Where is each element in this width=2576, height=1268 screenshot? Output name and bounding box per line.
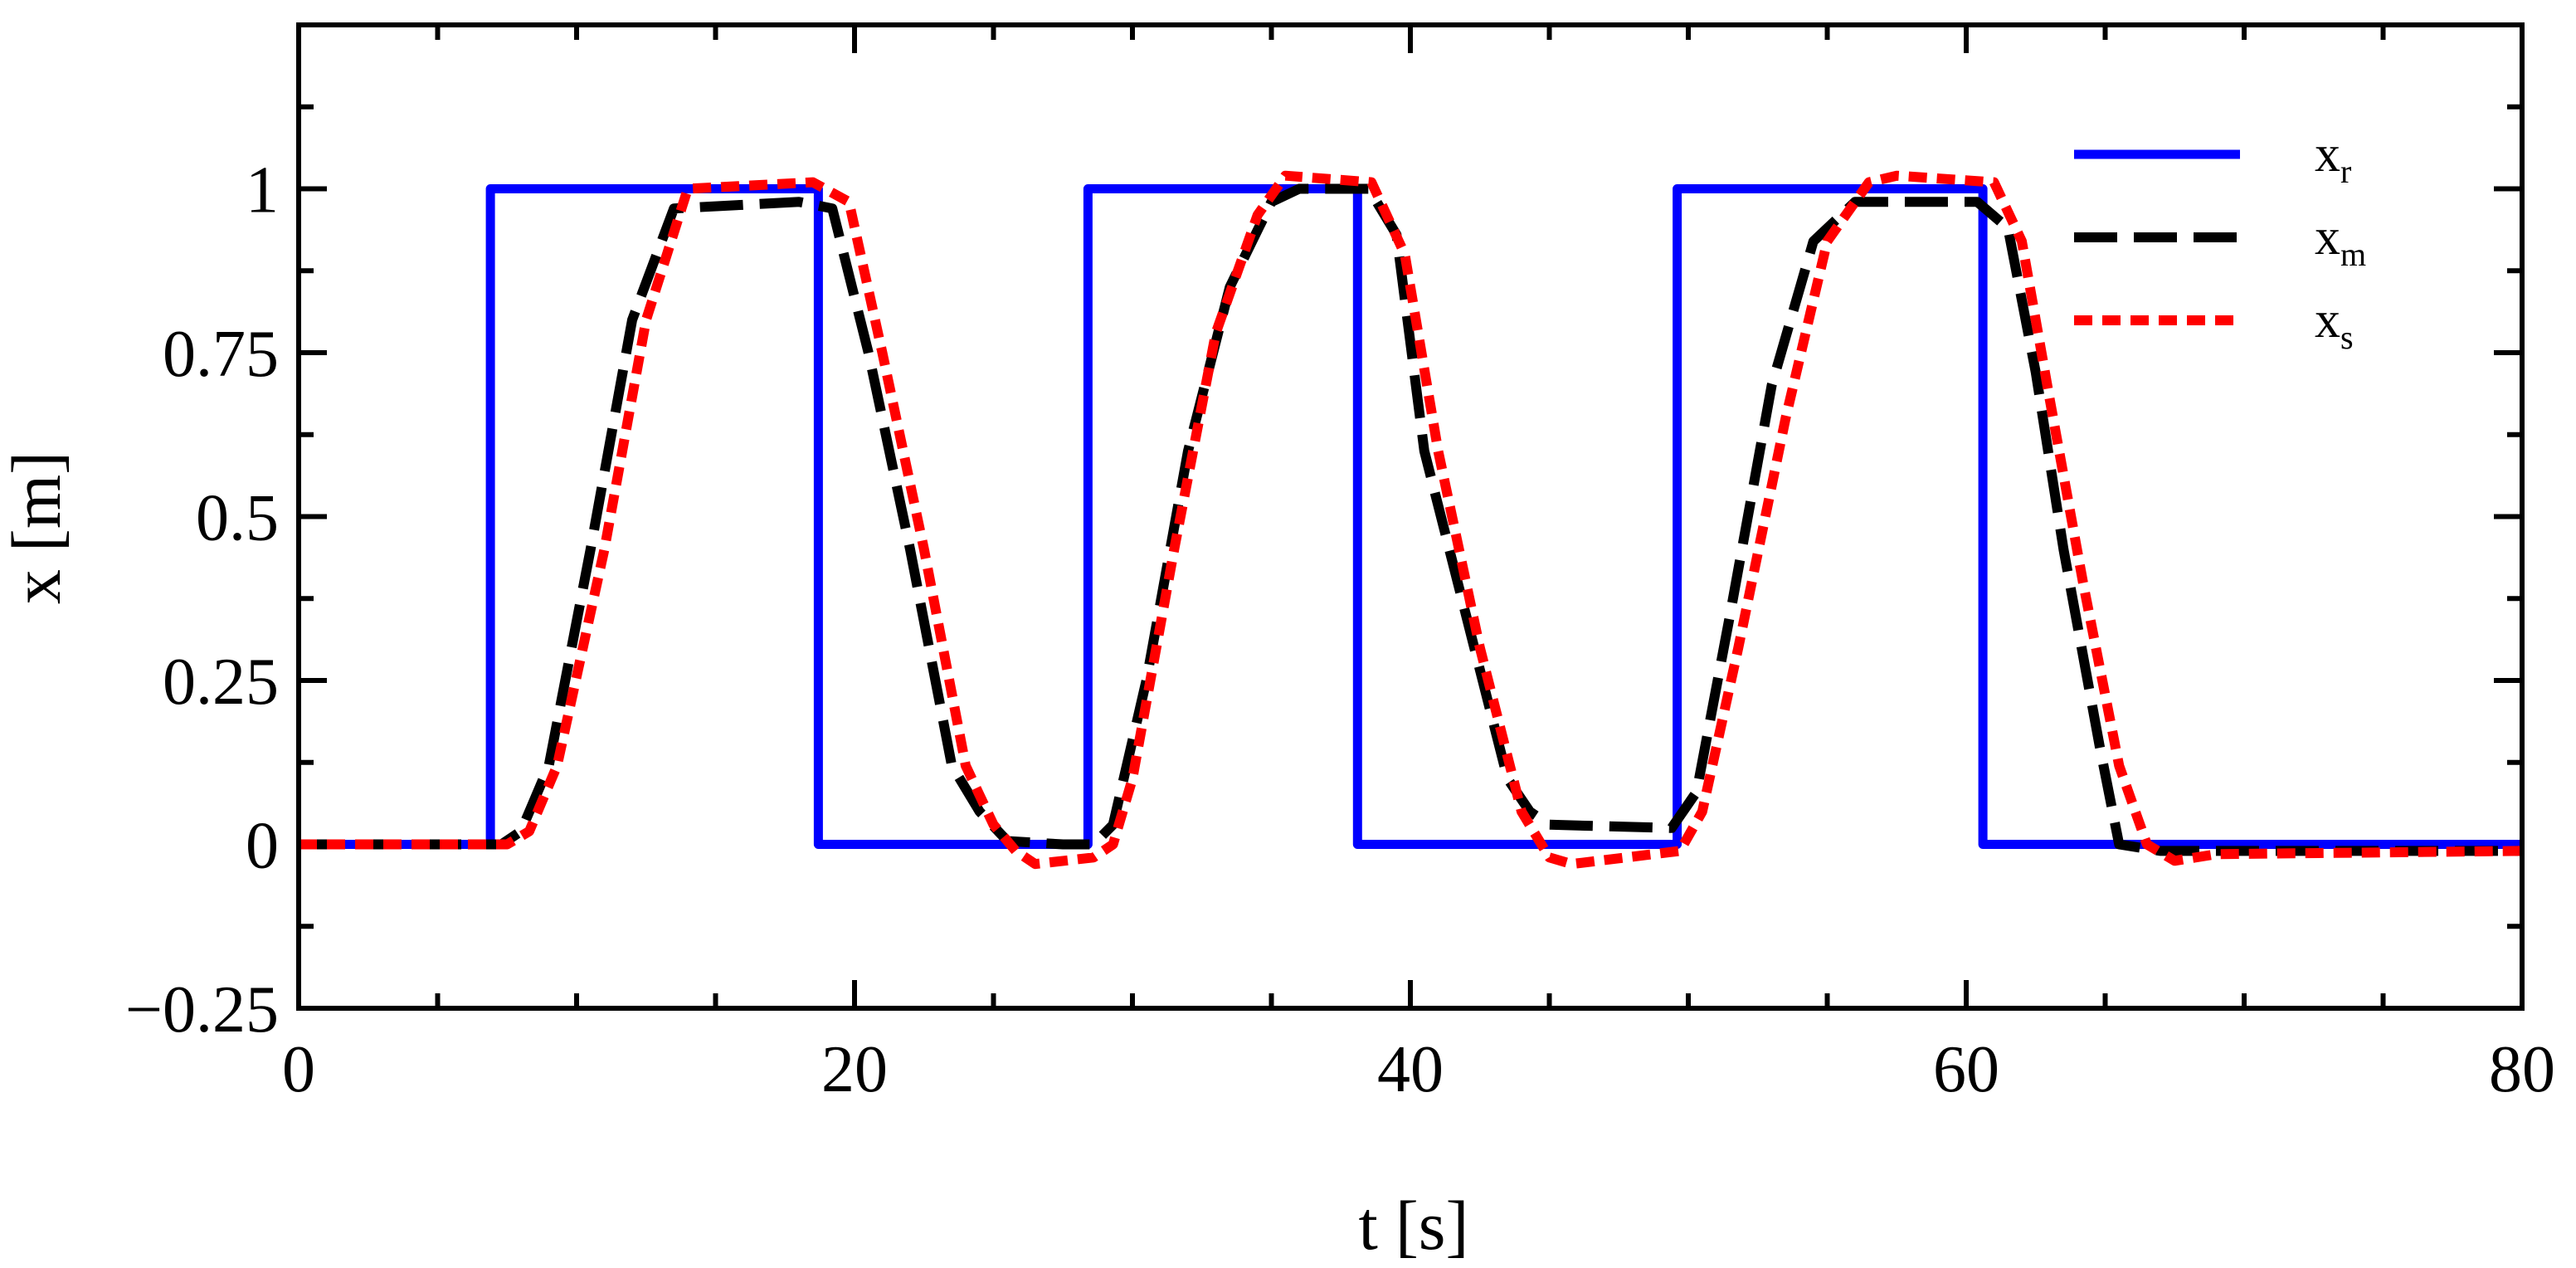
frame-layer [296,22,2525,1011]
plot-frame [296,22,2525,1011]
legend-label-xm: xm [2315,209,2366,273]
y-tick-label: 0.25 [163,646,279,719]
y-tick-label: 0.5 [196,482,279,555]
series-line-xm [299,183,2522,856]
series-line-xr [299,184,2522,849]
legend-label-xs: xs [2315,292,2354,356]
y-axis-label: x [m] [0,451,75,604]
y-tick-label: 0 [246,810,279,883]
series-line-xs [299,170,2523,870]
x-tick-label: 60 [1933,1033,1999,1106]
y-tick-label: 0.75 [163,318,279,391]
legend-label-xr: xr [2315,126,2351,190]
x-tick-label: 80 [2489,1033,2555,1106]
legend: xr xm xs [2074,126,2366,356]
x-tick-label: 20 [821,1033,888,1106]
series-layer [299,170,2523,870]
x-tick-label: 40 [1377,1033,1444,1106]
x-axis-label: t [s] [1359,1188,1469,1265]
y-tick-label: −0.25 [125,973,279,1046]
x-tick-label: 0 [282,1033,315,1106]
y-tick-label: 1 [246,154,279,227]
